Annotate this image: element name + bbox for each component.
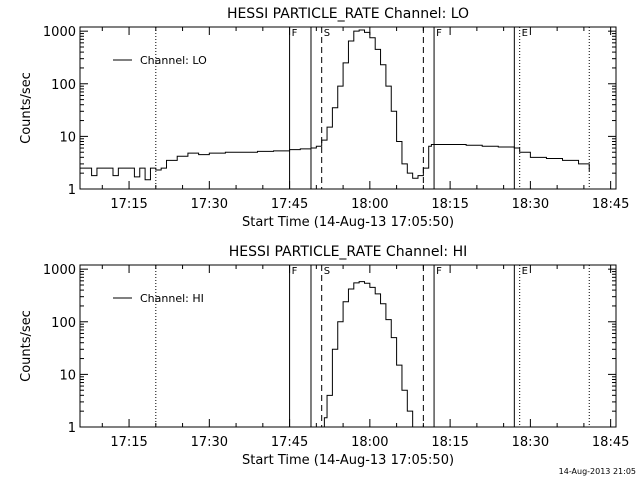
chart2-title: HESSI PARTICLE_RATE Channel: HI: [229, 244, 467, 260]
chart1-event-marker-label: E: [522, 28, 528, 39]
chart2-y-tick-label: 100: [51, 316, 76, 331]
chart1-x-tick-label: 17:45: [271, 197, 308, 212]
chart2-y-tick-label: 1000: [43, 263, 76, 278]
chart2-x-tick-label: 18:00: [351, 435, 388, 450]
chart1-y-tick-label: 1000: [43, 25, 76, 40]
chart1-event-marker-label: F: [436, 28, 442, 39]
chart2-y-axis-label: Counts/sec: [19, 310, 34, 382]
chart2-event-marker-label: S: [324, 266, 330, 277]
chart2-plot-frame: [79, 264, 617, 428]
chart2-event-marker-label: F: [436, 266, 442, 277]
chart1-plot-frame: [79, 26, 617, 190]
chart1-x-tick-label: 18:15: [431, 197, 468, 212]
chart2-x-tick-label: 17:30: [191, 435, 228, 450]
chart2-event-marker-label: F: [292, 266, 298, 277]
chart2-x-tick-label: 18:15: [431, 435, 468, 450]
chart1-event-marker-label: S: [324, 28, 330, 39]
chart2-legend-label: Channel: HI: [140, 292, 204, 305]
chart2-x-tick-label: 18:30: [512, 435, 549, 450]
chart2-y-tick-label: 10: [59, 368, 76, 383]
chart2-series-line-1: [321, 281, 414, 427]
chart2-x-axis-label: Start Time (14-Aug-13 17:05:50): [242, 453, 454, 468]
chart1-legend-label: Channel: LO: [140, 54, 207, 67]
chart1-y-tick-label: 1: [68, 183, 76, 198]
chart1-y-tick-label: 10: [59, 130, 76, 145]
chart2-x-tick-label: 18:45: [592, 435, 629, 450]
chart2-event-marker-label: E: [522, 266, 528, 277]
chart1-x-axis-label: Start Time (14-Aug-13 17:05:50): [242, 215, 454, 230]
chart1-x-tick-label: 17:15: [110, 197, 147, 212]
footer-timestamp: 14-Aug-2013 21:05: [558, 467, 636, 476]
chart1-x-tick-label: 18:45: [592, 197, 629, 212]
chart1-series-line-1: [80, 29, 590, 181]
chart1-y-tick-label: 100: [51, 78, 76, 93]
chart1-title: HESSI PARTICLE_RATE Channel: LO: [227, 6, 469, 22]
chart2-x-tick-label: 17:45: [271, 435, 308, 450]
chart1-event-marker-label: F: [292, 28, 298, 39]
chart1-y-axis-label: Counts/sec: [19, 72, 34, 144]
chart1-x-tick-label: 18:30: [512, 197, 549, 212]
chart1-group: HESSI PARTICLE_RATE Channel: LO Start Tim…: [19, 6, 629, 230]
chart2-x-tick-label: 17:15: [110, 435, 147, 450]
chart1-x-tick-label: 18:00: [351, 197, 388, 212]
chart1-x-tick-label: 17:30: [191, 197, 228, 212]
chart2-group: HESSI PARTICLE_RATE Channel: HI Start Tim…: [19, 244, 629, 468]
chart2-y-tick-label: 1: [68, 421, 76, 436]
